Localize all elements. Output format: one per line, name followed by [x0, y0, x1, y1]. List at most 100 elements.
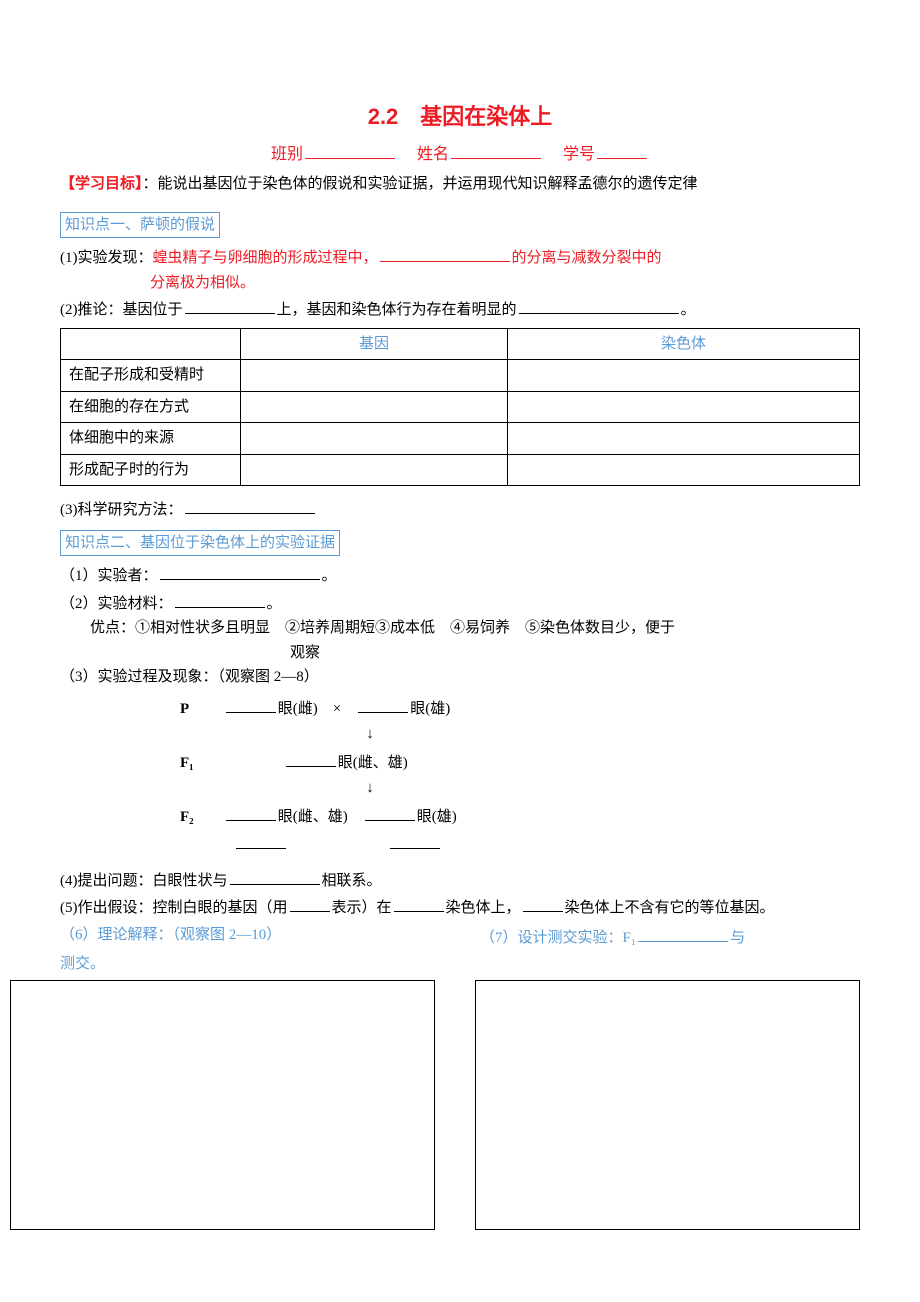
s2-p2-blank [175, 590, 265, 608]
student-info-line: 班别 姓名 学号 [60, 141, 860, 167]
r4c1 [241, 454, 508, 486]
s2-p4-blank [230, 867, 320, 885]
class-label: 班别 [271, 146, 303, 163]
s2-p5-blank2 [394, 894, 444, 912]
s1-p2-blank2 [519, 296, 679, 314]
f2-fm: (雌、雄) [293, 809, 348, 825]
s2-p2: （2）实验材料： 。 [60, 590, 860, 616]
r2c1 [241, 391, 508, 423]
s2-p5-c: 染色体上， [446, 900, 521, 916]
s2-p7-blank [638, 924, 728, 942]
p-x: × [333, 701, 341, 717]
s2-p7: （7）设计测交实验：F₁ 与 [480, 924, 860, 950]
f2-blank1 [226, 803, 276, 821]
s2-p7-a: （7）设计测交实验：F₁ [480, 930, 636, 946]
f2-blank2 [365, 803, 415, 821]
s2-p4-a: (4)提出问题：白眼性状与 [60, 873, 228, 889]
cross-p-row: P 眼(雌) × 眼(雄) [180, 695, 860, 721]
s1-p1-c: 分离极为相似。 [60, 272, 860, 295]
objective-line: 【学习目标】：能说出基因位于染色体的假说和实验证据，并运用现代知识解释孟德尔的遗… [60, 173, 860, 196]
s2-p7-b: 与 [730, 930, 745, 946]
s2-p7c: 测交。 [60, 953, 860, 976]
cross-f2-row: F₂ 眼(雌、雄) 眼(雄) [180, 803, 860, 829]
objective-text: ：能说出基因位于染色体的假说和实验证据，并运用现代知识解释孟德尔的遗传定律 [143, 176, 698, 192]
section2-heading: 知识点二、基因位于染色体上的实验证据 [60, 530, 340, 557]
s1-p2-blank1 [185, 296, 275, 314]
th-empty [61, 328, 241, 360]
s2-p1-blank [160, 562, 320, 580]
s2-p2-label: （2）实验材料： [60, 596, 173, 612]
name-blank [451, 141, 541, 159]
cross-diagram: P 眼(雌) × 眼(雄) ↓ F₁ 眼(雌、雄) ↓ F₂ 眼(雌、雄) 眼(… [60, 695, 860, 857]
p-eye1: 眼 [278, 701, 293, 717]
s1-p3-blank [185, 496, 315, 514]
ratio-blank2 [390, 831, 440, 849]
s1-p3: (3)科学研究方法： [60, 496, 860, 522]
p-blank1 [226, 695, 276, 713]
s2-p1: （1）实验者：。 [60, 562, 860, 588]
s2-p3: （3）实验过程及现象：（观察图 2—8） [60, 666, 860, 689]
s2-adv2: 观察 [60, 642, 860, 665]
s1-p2-b: 上，基因和染色体行为存在着明显的 [277, 302, 517, 318]
arrow1: ↓ [180, 723, 520, 746]
cross-f1-row: F₁ 眼(雌、雄) [180, 749, 860, 775]
f2-m: (雄) [432, 809, 457, 825]
s2-adv: 优点：①相对性状多且明显 ②培养周期短③成本低 ④易饲养 ⑤染色体数目少，便于 [60, 617, 860, 640]
objective-label: 【学习目标】 [60, 176, 143, 192]
r3c2 [507, 423, 859, 455]
s1-p2-c: 。 [681, 302, 696, 318]
diagram-box-right [475, 980, 860, 1230]
s1-p1-b: 的分离与减数分裂中的 [512, 250, 662, 266]
section1-heading: 知识点一、萨顿的假说 [60, 212, 220, 239]
diagram-boxes [60, 980, 860, 1230]
id-label: 学号 [563, 146, 595, 163]
cross-ratio-row [180, 831, 860, 857]
th-gene: 基因 [241, 328, 508, 360]
r2c2 [507, 391, 859, 423]
name-label: 姓名 [417, 146, 449, 163]
r3c1 [241, 423, 508, 455]
f2-eye1: 眼 [278, 809, 293, 825]
s2-p5-blank3 [523, 894, 563, 912]
p-blank2 [358, 695, 408, 713]
s2-p2-end: 。 [267, 596, 282, 612]
s2-p5-blank1 [290, 894, 330, 912]
p-f: (雌) [293, 701, 318, 717]
cross-p: P [180, 698, 220, 721]
r1c1 [241, 360, 508, 392]
diagram-box-left [10, 980, 435, 1230]
p-m: (雄) [425, 701, 450, 717]
s2-p4: (4)提出问题：白眼性状与 相联系。 [60, 867, 860, 893]
s2-p5-a: (5)作出假设：控制白眼的基因（用 [60, 900, 288, 916]
s2-p1-end: 。 [322, 568, 337, 584]
arrow2: ↓ [180, 777, 520, 800]
s2-p5-b: 表示）在 [332, 900, 392, 916]
p6-p7-row: （6）理论解释：（观察图 2—10） （7）设计测交实验：F₁ 与 [60, 922, 860, 952]
row1-h: 在配子形成和受精时 [61, 360, 241, 392]
f1-blank [286, 749, 336, 767]
s1-p1-num: (1)实验发现： [60, 250, 153, 266]
s1-p1-blank [380, 244, 510, 262]
row4-h: 形成配子时的行为 [61, 454, 241, 486]
s2-p5-d: 染色体上不含有它的等位基因。 [565, 900, 775, 916]
s2-p5: (5)作出假设：控制白眼的基因（用 表示）在 染色体上， 染色体上不含有它的等位基因。 [60, 894, 860, 920]
row3-h: 体细胞中的来源 [61, 423, 241, 455]
s2-p4-b: 相联系。 [322, 873, 382, 889]
cross-f1: F₁ [180, 752, 220, 775]
f1-eye: 眼 [338, 755, 353, 771]
s1-p1-a: 蝗虫精子与卵细胞的形成过程中， [153, 250, 378, 266]
th-chrom: 染色体 [507, 328, 859, 360]
r4c2 [507, 454, 859, 486]
comparison-table: 基因 染色体 在配子形成和受精时 在细胞的存在方式 体细胞中的来源 形成配子时的… [60, 328, 860, 487]
s2-p6: （6）理论解释：（观察图 2—10） [60, 924, 440, 950]
ratio-blank1 [236, 831, 286, 849]
s1-p2-num: (2)推论： [60, 302, 123, 318]
class-blank [305, 141, 395, 159]
s1-p1: (1)实验发现：蝗虫精子与卵细胞的形成过程中， 的分离与减数分裂中的 [60, 244, 860, 270]
row2-h: 在细胞的存在方式 [61, 391, 241, 423]
cross-f2: F₂ [180, 806, 220, 829]
id-blank [597, 141, 647, 159]
s1-p2: (2)推论：基因位于上，基因和染色体行为存在着明显的。 [60, 296, 860, 322]
document-title: 2.2 基因在染体上 [60, 100, 860, 133]
p-eye2: 眼 [410, 701, 425, 717]
